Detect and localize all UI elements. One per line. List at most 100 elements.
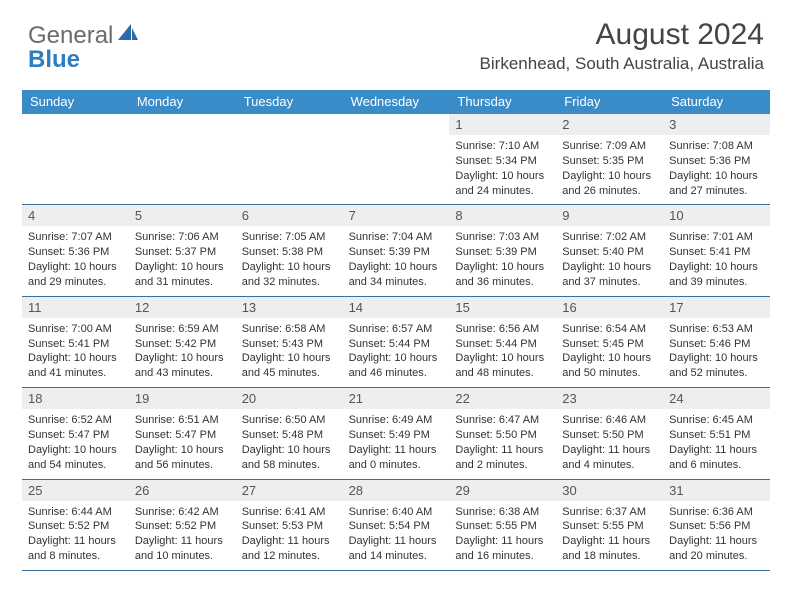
day-cell: 29Sunrise: 6:38 AMSunset: 5:55 PMDayligh…: [449, 480, 556, 570]
day-details: Sunrise: 6:53 AMSunset: 5:46 PMDaylight:…: [663, 318, 770, 387]
week-row: 11Sunrise: 7:00 AMSunset: 5:41 PMDayligh…: [22, 297, 770, 388]
day-number: 18: [22, 388, 129, 409]
day-number: 27: [236, 480, 343, 501]
day-cell: 22Sunrise: 6:47 AMSunset: 5:50 PMDayligh…: [449, 388, 556, 478]
week-row: 18Sunrise: 6:52 AMSunset: 5:47 PMDayligh…: [22, 388, 770, 479]
day-details: Sunrise: 7:06 AMSunset: 5:37 PMDaylight:…: [129, 226, 236, 295]
day-details: Sunrise: 6:51 AMSunset: 5:47 PMDaylight:…: [129, 409, 236, 478]
day-cell: 11Sunrise: 7:00 AMSunset: 5:41 PMDayligh…: [22, 297, 129, 387]
day-number: 14: [343, 297, 450, 318]
weekday-sunday: Sunday: [22, 90, 129, 114]
weekday-thursday: Thursday: [449, 90, 556, 114]
day-number: 28: [343, 480, 450, 501]
day-details: Sunrise: 7:08 AMSunset: 5:36 PMDaylight:…: [663, 135, 770, 204]
day-details: Sunrise: 6:56 AMSunset: 5:44 PMDaylight:…: [449, 318, 556, 387]
calendar-body: 1Sunrise: 7:10 AMSunset: 5:34 PMDaylight…: [22, 114, 770, 571]
day-details: Sunrise: 6:50 AMSunset: 5:48 PMDaylight:…: [236, 409, 343, 478]
day-details: Sunrise: 6:47 AMSunset: 5:50 PMDaylight:…: [449, 409, 556, 478]
day-number: 13: [236, 297, 343, 318]
day-cell: [22, 114, 129, 204]
day-details: Sunrise: 7:10 AMSunset: 5:34 PMDaylight:…: [449, 135, 556, 204]
day-cell: 12Sunrise: 6:59 AMSunset: 5:42 PMDayligh…: [129, 297, 236, 387]
day-cell: 17Sunrise: 6:53 AMSunset: 5:46 PMDayligh…: [663, 297, 770, 387]
day-details: Sunrise: 6:41 AMSunset: 5:53 PMDaylight:…: [236, 501, 343, 570]
day-number: 8: [449, 205, 556, 226]
day-cell: 18Sunrise: 6:52 AMSunset: 5:47 PMDayligh…: [22, 388, 129, 478]
day-number: 10: [663, 205, 770, 226]
day-cell: 21Sunrise: 6:49 AMSunset: 5:49 PMDayligh…: [343, 388, 450, 478]
day-number: 15: [449, 297, 556, 318]
day-details: Sunrise: 7:00 AMSunset: 5:41 PMDaylight:…: [22, 318, 129, 387]
day-number: 6: [236, 205, 343, 226]
day-number: 30: [556, 480, 663, 501]
day-details: Sunrise: 7:07 AMSunset: 5:36 PMDaylight:…: [22, 226, 129, 295]
day-number: 7: [343, 205, 450, 226]
sail-icon: [117, 22, 139, 50]
day-number: 22: [449, 388, 556, 409]
day-cell: [343, 114, 450, 204]
day-cell: 5Sunrise: 7:06 AMSunset: 5:37 PMDaylight…: [129, 205, 236, 295]
weekday-saturday: Saturday: [663, 90, 770, 114]
day-number: 29: [449, 480, 556, 501]
week-row: 4Sunrise: 7:07 AMSunset: 5:36 PMDaylight…: [22, 205, 770, 296]
weekday-header-row: SundayMondayTuesdayWednesdayThursdayFrid…: [22, 90, 770, 114]
day-details: Sunrise: 6:42 AMSunset: 5:52 PMDaylight:…: [129, 501, 236, 570]
day-details: Sunrise: 6:49 AMSunset: 5:49 PMDaylight:…: [343, 409, 450, 478]
day-number: 5: [129, 205, 236, 226]
day-details: Sunrise: 6:40 AMSunset: 5:54 PMDaylight:…: [343, 501, 450, 570]
day-cell: 23Sunrise: 6:46 AMSunset: 5:50 PMDayligh…: [556, 388, 663, 478]
day-number: 16: [556, 297, 663, 318]
day-details: Sunrise: 6:44 AMSunset: 5:52 PMDaylight:…: [22, 501, 129, 570]
day-number: 23: [556, 388, 663, 409]
day-cell: [236, 114, 343, 204]
day-cell: 10Sunrise: 7:01 AMSunset: 5:41 PMDayligh…: [663, 205, 770, 295]
day-cell: 24Sunrise: 6:45 AMSunset: 5:51 PMDayligh…: [663, 388, 770, 478]
day-details: Sunrise: 6:57 AMSunset: 5:44 PMDaylight:…: [343, 318, 450, 387]
day-cell: 4Sunrise: 7:07 AMSunset: 5:36 PMDaylight…: [22, 205, 129, 295]
day-number: 11: [22, 297, 129, 318]
weekday-friday: Friday: [556, 90, 663, 114]
day-details: Sunrise: 7:01 AMSunset: 5:41 PMDaylight:…: [663, 226, 770, 295]
day-cell: 30Sunrise: 6:37 AMSunset: 5:55 PMDayligh…: [556, 480, 663, 570]
day-details: Sunrise: 6:46 AMSunset: 5:50 PMDaylight:…: [556, 409, 663, 478]
day-cell: 25Sunrise: 6:44 AMSunset: 5:52 PMDayligh…: [22, 480, 129, 570]
day-details: Sunrise: 7:02 AMSunset: 5:40 PMDaylight:…: [556, 226, 663, 295]
day-number: 9: [556, 205, 663, 226]
day-cell: 20Sunrise: 6:50 AMSunset: 5:48 PMDayligh…: [236, 388, 343, 478]
day-cell: 9Sunrise: 7:02 AMSunset: 5:40 PMDaylight…: [556, 205, 663, 295]
day-number: 2: [556, 114, 663, 135]
week-row: 25Sunrise: 6:44 AMSunset: 5:52 PMDayligh…: [22, 480, 770, 571]
title-block: August 2024 Birkenhead, South Australia,…: [480, 18, 764, 74]
day-cell: 27Sunrise: 6:41 AMSunset: 5:53 PMDayligh…: [236, 480, 343, 570]
day-cell: 6Sunrise: 7:05 AMSunset: 5:38 PMDaylight…: [236, 205, 343, 295]
logo-text-blue: Blue: [28, 46, 80, 74]
day-number: 1: [449, 114, 556, 135]
weekday-tuesday: Tuesday: [236, 90, 343, 114]
day-number: 19: [129, 388, 236, 409]
weekday-wednesday: Wednesday: [343, 90, 450, 114]
day-number: 24: [663, 388, 770, 409]
day-cell: 8Sunrise: 7:03 AMSunset: 5:39 PMDaylight…: [449, 205, 556, 295]
calendar: SundayMondayTuesdayWednesdayThursdayFrid…: [22, 90, 770, 571]
location: Birkenhead, South Australia, Australia: [480, 54, 764, 74]
day-number: 21: [343, 388, 450, 409]
day-details: Sunrise: 6:54 AMSunset: 5:45 PMDaylight:…: [556, 318, 663, 387]
day-details: Sunrise: 7:03 AMSunset: 5:39 PMDaylight:…: [449, 226, 556, 295]
day-cell: 19Sunrise: 6:51 AMSunset: 5:47 PMDayligh…: [129, 388, 236, 478]
day-details: Sunrise: 6:38 AMSunset: 5:55 PMDaylight:…: [449, 501, 556, 570]
day-cell: 14Sunrise: 6:57 AMSunset: 5:44 PMDayligh…: [343, 297, 450, 387]
day-details: Sunrise: 7:04 AMSunset: 5:39 PMDaylight:…: [343, 226, 450, 295]
day-details: Sunrise: 7:05 AMSunset: 5:38 PMDaylight:…: [236, 226, 343, 295]
day-number: 25: [22, 480, 129, 501]
day-cell: 28Sunrise: 6:40 AMSunset: 5:54 PMDayligh…: [343, 480, 450, 570]
day-cell: 2Sunrise: 7:09 AMSunset: 5:35 PMDaylight…: [556, 114, 663, 204]
day-cell: 15Sunrise: 6:56 AMSunset: 5:44 PMDayligh…: [449, 297, 556, 387]
day-details: Sunrise: 6:37 AMSunset: 5:55 PMDaylight:…: [556, 501, 663, 570]
day-number: 31: [663, 480, 770, 501]
day-number: 26: [129, 480, 236, 501]
day-cell: 3Sunrise: 7:08 AMSunset: 5:36 PMDaylight…: [663, 114, 770, 204]
day-details: Sunrise: 6:59 AMSunset: 5:42 PMDaylight:…: [129, 318, 236, 387]
day-cell: 7Sunrise: 7:04 AMSunset: 5:39 PMDaylight…: [343, 205, 450, 295]
month-title: August 2024: [480, 18, 764, 52]
day-details: Sunrise: 7:09 AMSunset: 5:35 PMDaylight:…: [556, 135, 663, 204]
